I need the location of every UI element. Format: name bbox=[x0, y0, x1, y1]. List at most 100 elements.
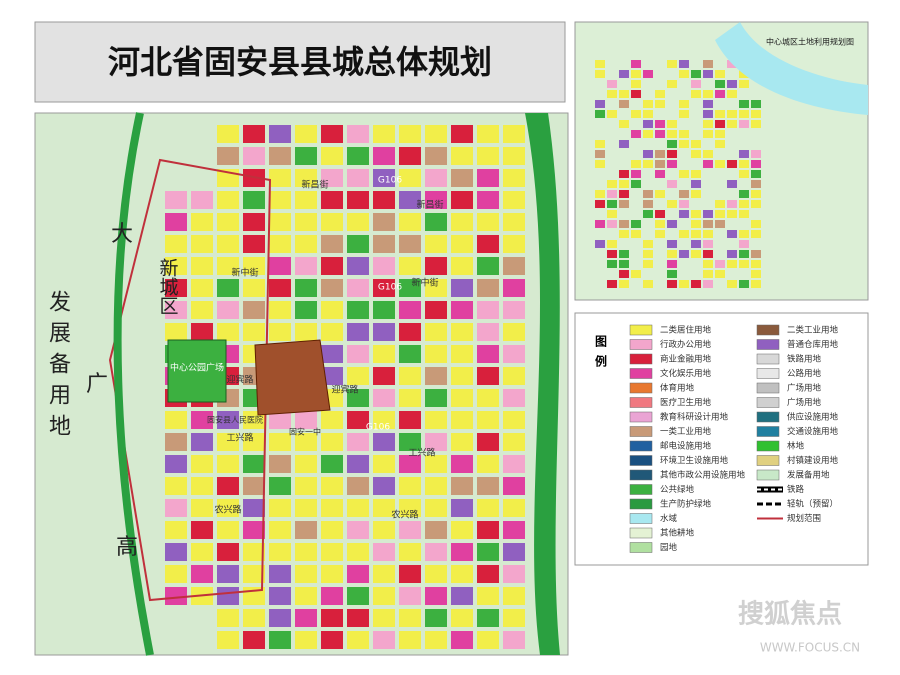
land-block bbox=[243, 477, 265, 495]
inset-block bbox=[727, 200, 737, 208]
land-block bbox=[295, 213, 317, 231]
land-block bbox=[321, 125, 343, 143]
inset-block bbox=[691, 150, 701, 158]
land-block bbox=[217, 631, 239, 649]
land-block bbox=[399, 477, 421, 495]
land-block bbox=[217, 213, 239, 231]
land-block bbox=[243, 565, 265, 583]
land-block bbox=[269, 631, 291, 649]
area-label: 新城区 bbox=[157, 258, 179, 315]
land-block bbox=[191, 301, 213, 319]
inset-block bbox=[619, 260, 629, 268]
inset-block bbox=[751, 120, 761, 128]
land-block bbox=[269, 433, 291, 451]
land-block bbox=[425, 477, 447, 495]
land-block bbox=[425, 213, 447, 231]
land-block bbox=[243, 521, 265, 539]
inset-block bbox=[727, 250, 737, 258]
place-label: 固安县人民医院 bbox=[207, 415, 263, 425]
street-label: 工兴路 bbox=[408, 447, 435, 459]
inset-block bbox=[727, 80, 737, 88]
inset-block bbox=[619, 120, 629, 128]
land-block bbox=[321, 213, 343, 231]
inset-block bbox=[643, 210, 653, 218]
land-block bbox=[321, 521, 343, 539]
land-block bbox=[425, 367, 447, 385]
inset-block bbox=[595, 60, 605, 68]
inset-block bbox=[655, 150, 665, 158]
land-block bbox=[269, 521, 291, 539]
inset-block bbox=[751, 180, 761, 188]
legend-swatch bbox=[629, 426, 653, 437]
inset-block bbox=[643, 100, 653, 108]
inset-block bbox=[643, 70, 653, 78]
land-block bbox=[399, 169, 421, 187]
inset-block bbox=[739, 150, 749, 158]
land-block bbox=[165, 587, 187, 605]
land-block bbox=[451, 543, 473, 561]
legend-label: 园地 bbox=[660, 542, 678, 553]
inset-block bbox=[715, 130, 725, 138]
land-block bbox=[451, 389, 473, 407]
land-block bbox=[503, 235, 525, 253]
inset-block bbox=[619, 170, 629, 178]
legend-swatch bbox=[629, 527, 653, 539]
land-block bbox=[503, 411, 525, 429]
land-block bbox=[321, 499, 343, 517]
inset-block bbox=[655, 100, 665, 108]
central-park bbox=[167, 339, 227, 403]
land-block bbox=[321, 345, 343, 363]
inset-block bbox=[655, 130, 665, 138]
land-block bbox=[503, 389, 525, 407]
street-label: 新昌街 bbox=[416, 199, 443, 211]
land-block bbox=[451, 367, 473, 385]
land-block bbox=[399, 235, 421, 253]
land-block bbox=[373, 587, 395, 605]
legend-swatch bbox=[757, 486, 783, 493]
land-block bbox=[373, 631, 395, 649]
land-block bbox=[191, 235, 213, 253]
land-block bbox=[295, 521, 317, 539]
land-block bbox=[243, 257, 265, 275]
land-block bbox=[269, 125, 291, 143]
land-block bbox=[451, 257, 473, 275]
land-block bbox=[503, 301, 525, 319]
land-block bbox=[503, 279, 525, 297]
inset-block bbox=[727, 120, 737, 128]
legend-box bbox=[574, 312, 869, 566]
inset-block bbox=[739, 100, 749, 108]
land-block bbox=[425, 455, 447, 473]
land-block bbox=[347, 235, 369, 253]
inset-block bbox=[595, 220, 605, 228]
land-block bbox=[399, 257, 421, 275]
inset-block bbox=[643, 260, 653, 268]
land-block bbox=[269, 323, 291, 341]
legend-label: 公路用地 bbox=[787, 368, 822, 379]
street-label: 新中街 bbox=[411, 277, 438, 289]
land-block bbox=[347, 147, 369, 165]
land-block bbox=[243, 191, 265, 209]
legend-label: 发展备用地 bbox=[787, 470, 830, 481]
inset-block bbox=[751, 110, 761, 118]
land-block bbox=[373, 125, 395, 143]
land-block bbox=[373, 543, 395, 561]
inset-block bbox=[607, 210, 617, 218]
legend-swatch bbox=[629, 411, 653, 423]
inset-block bbox=[631, 130, 641, 138]
inset-block bbox=[607, 190, 617, 198]
inset-block bbox=[703, 150, 713, 158]
land-block bbox=[165, 279, 187, 297]
land-block bbox=[399, 411, 421, 429]
river bbox=[715, 22, 868, 115]
inset-block bbox=[691, 180, 701, 188]
land-block bbox=[399, 367, 421, 385]
watermark-brand: 搜狐焦点 bbox=[738, 599, 842, 630]
land-block bbox=[269, 147, 291, 165]
area-label: 发展备用地 bbox=[45, 290, 71, 445]
inset-block bbox=[751, 150, 761, 158]
legend-label: 商业金融用地 bbox=[660, 354, 712, 365]
land-block bbox=[217, 499, 239, 517]
inset-block bbox=[631, 180, 641, 188]
inset-block bbox=[631, 110, 641, 118]
legend-label: 轻轨（预留） bbox=[787, 499, 838, 510]
